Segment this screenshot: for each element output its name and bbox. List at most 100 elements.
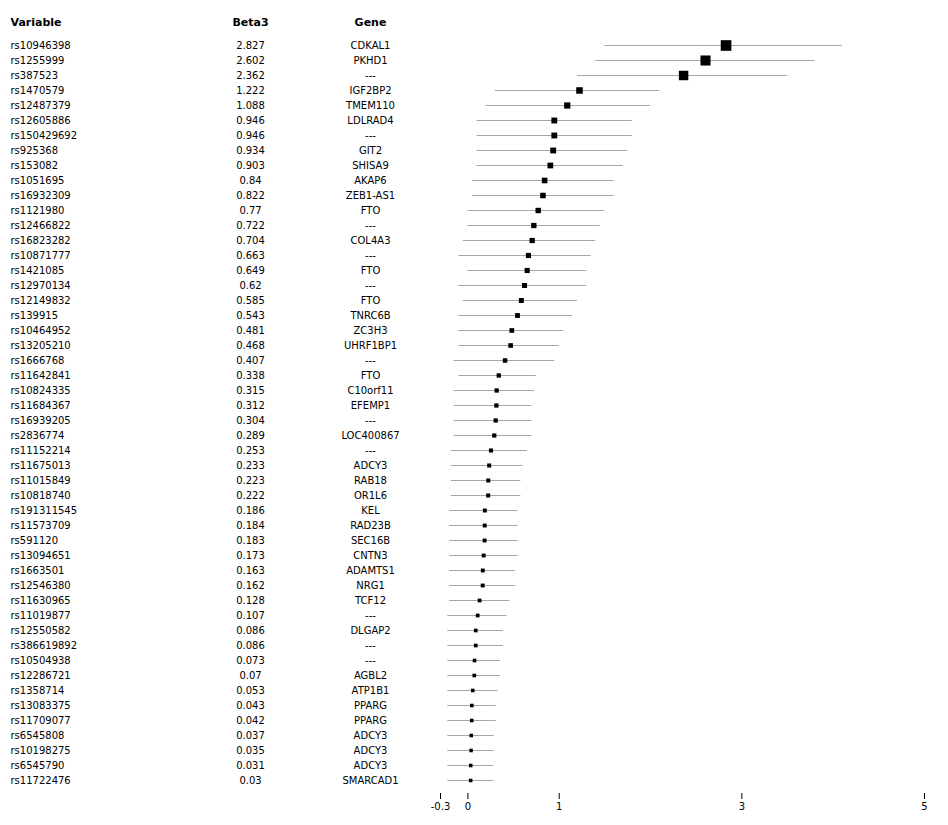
- svg-text:rs13083375: rs13083375: [11, 700, 71, 711]
- svg-text:rs10871777: rs10871777: [11, 250, 71, 261]
- svg-text:0.585: 0.585: [236, 295, 265, 306]
- svg-text:0.338: 0.338: [236, 370, 265, 381]
- svg-text:0.722: 0.722: [236, 220, 265, 231]
- svg-text:0.042: 0.042: [236, 715, 265, 726]
- svg-text:---: ---: [365, 280, 376, 291]
- svg-text:rs11015849: rs11015849: [11, 475, 71, 486]
- svg-text:0.162: 0.162: [236, 580, 265, 591]
- svg-text:---: ---: [365, 640, 376, 651]
- svg-text:rs12466822: rs12466822: [11, 220, 71, 231]
- svg-text:rs1663501: rs1663501: [11, 565, 65, 576]
- svg-text:rs10824335: rs10824335: [11, 385, 71, 396]
- svg-text:0.822: 0.822: [236, 190, 265, 201]
- svg-text:TMEM110: TMEM110: [345, 100, 395, 111]
- svg-text:rs13205210: rs13205210: [11, 340, 71, 351]
- svg-text:IGF2BP2: IGF2BP2: [349, 85, 391, 96]
- svg-text:0.186: 0.186: [236, 505, 265, 516]
- svg-text:0.663: 0.663: [236, 250, 265, 261]
- svg-text:rs16823282: rs16823282: [11, 235, 71, 246]
- svg-text:0.07: 0.07: [239, 670, 261, 681]
- svg-text:RAD23B: RAD23B: [350, 520, 391, 531]
- svg-text:rs1121980: rs1121980: [11, 205, 65, 216]
- svg-text:UHRF1BP1: UHRF1BP1: [344, 340, 397, 351]
- svg-text:RAB18: RAB18: [354, 475, 387, 486]
- svg-text:rs10198275: rs10198275: [11, 745, 71, 756]
- svg-text:COL4A3: COL4A3: [351, 235, 391, 246]
- svg-text:rs191311545: rs191311545: [11, 505, 78, 516]
- svg-text:2.827: 2.827: [236, 40, 265, 51]
- svg-text:0.649: 0.649: [236, 265, 265, 276]
- svg-text:rs16939205: rs16939205: [11, 415, 71, 426]
- svg-text:rs925368: rs925368: [11, 145, 59, 156]
- svg-text:0.163: 0.163: [236, 565, 265, 576]
- svg-text:rs12970134: rs12970134: [11, 280, 71, 291]
- svg-text:0.223: 0.223: [236, 475, 265, 486]
- svg-text:rs11019877: rs11019877: [11, 610, 71, 621]
- svg-text:---: ---: [365, 610, 376, 621]
- svg-text:rs12546380: rs12546380: [11, 580, 71, 591]
- svg-text:rs16932309: rs16932309: [11, 190, 71, 201]
- svg-text:rs10464952: rs10464952: [11, 325, 71, 336]
- svg-text:rs1666768: rs1666768: [11, 355, 65, 366]
- svg-text:AKAP6: AKAP6: [354, 175, 386, 186]
- svg-text:rs591120: rs591120: [11, 535, 59, 546]
- svg-text:0.043: 0.043: [236, 700, 265, 711]
- svg-text:LOC400867: LOC400867: [341, 430, 399, 441]
- svg-text:Variable: Variable: [11, 16, 62, 29]
- svg-text:0.184: 0.184: [236, 520, 265, 531]
- svg-text:FTO: FTO: [361, 370, 381, 381]
- svg-text:DLGAP2: DLGAP2: [350, 625, 390, 636]
- svg-text:AGBL2: AGBL2: [354, 670, 387, 681]
- svg-text:ATP1B1: ATP1B1: [352, 685, 390, 696]
- svg-text:rs12550582: rs12550582: [11, 625, 71, 636]
- svg-text:NRG1: NRG1: [356, 580, 385, 591]
- svg-text:---: ---: [365, 250, 376, 261]
- svg-text:1.222: 1.222: [236, 85, 265, 96]
- svg-text:0.903: 0.903: [236, 160, 265, 171]
- svg-text:rs153082: rs153082: [11, 160, 59, 171]
- svg-text:0.073: 0.073: [236, 655, 265, 666]
- svg-text:---: ---: [365, 445, 376, 456]
- svg-text:LDLRAD4: LDLRAD4: [347, 115, 393, 126]
- svg-text:0.222: 0.222: [236, 490, 265, 501]
- svg-text:0.035: 0.035: [236, 745, 265, 756]
- svg-text:---: ---: [365, 130, 376, 141]
- svg-text:0.107: 0.107: [236, 610, 265, 621]
- svg-text:0.543: 0.543: [236, 310, 265, 321]
- svg-text:rs12605886: rs12605886: [11, 115, 71, 126]
- svg-text:rs1470579: rs1470579: [11, 85, 65, 96]
- svg-text:---: ---: [365, 220, 376, 231]
- svg-text:0.468: 0.468: [236, 340, 265, 351]
- svg-text:0.128: 0.128: [236, 595, 265, 606]
- svg-text:rs6545808: rs6545808: [11, 730, 65, 741]
- svg-text:0.253: 0.253: [236, 445, 265, 456]
- svg-text:rs6545790: rs6545790: [11, 760, 65, 771]
- svg-text:0.053: 0.053: [236, 685, 265, 696]
- svg-text:0.481: 0.481: [236, 325, 265, 336]
- svg-text:CNTN3: CNTN3: [353, 550, 387, 561]
- svg-text:0.233: 0.233: [236, 460, 265, 471]
- svg-text:rs1358714: rs1358714: [11, 685, 65, 696]
- svg-text:0.315: 0.315: [236, 385, 265, 396]
- svg-text:rs10504938: rs10504938: [11, 655, 71, 666]
- svg-text:rs11709077: rs11709077: [11, 715, 71, 726]
- svg-text:rs11152214: rs11152214: [11, 445, 71, 456]
- svg-text:CDKAL1: CDKAL1: [351, 40, 391, 51]
- svg-text:EFEMP1: EFEMP1: [351, 400, 390, 411]
- svg-text:1.088: 1.088: [236, 100, 265, 111]
- svg-text:TCF12: TCF12: [354, 595, 386, 606]
- svg-text:0.62: 0.62: [239, 280, 261, 291]
- svg-text:rs386619892: rs386619892: [11, 640, 78, 651]
- svg-text:FTO: FTO: [361, 265, 381, 276]
- svg-text:ADAMTS1: ADAMTS1: [346, 565, 395, 576]
- svg-text:rs150429692: rs150429692: [11, 130, 78, 141]
- svg-text:rs2836774: rs2836774: [11, 430, 65, 441]
- svg-text:0.312: 0.312: [236, 400, 265, 411]
- svg-text:PPARG: PPARG: [354, 715, 387, 726]
- svg-text:ADCY3: ADCY3: [354, 730, 388, 741]
- svg-text:SHISA9: SHISA9: [352, 160, 389, 171]
- svg-text:Beta3: Beta3: [232, 16, 268, 29]
- svg-text:0.934: 0.934: [236, 145, 265, 156]
- svg-text:ADCY3: ADCY3: [354, 760, 388, 771]
- svg-text:0.704: 0.704: [236, 235, 265, 246]
